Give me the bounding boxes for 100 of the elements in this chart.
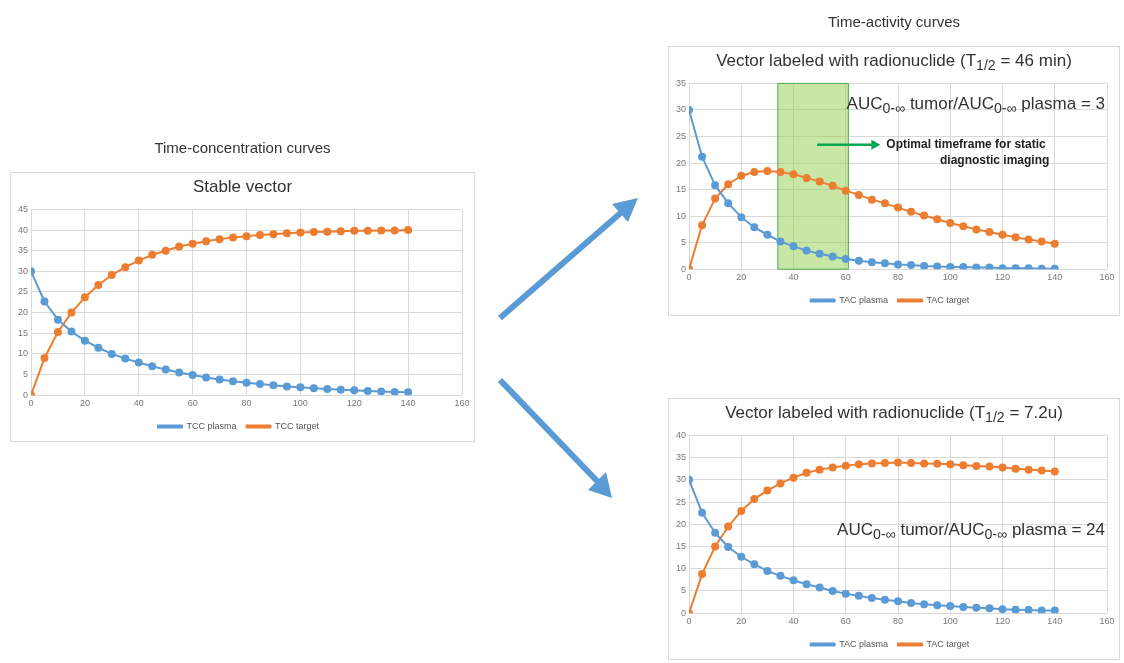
point	[309, 228, 318, 237]
point	[148, 250, 157, 259]
point	[363, 226, 372, 235]
y-tick-label: 15	[18, 327, 29, 338]
point	[363, 387, 372, 396]
point	[946, 263, 955, 270]
y-tick-label: 30	[18, 265, 29, 276]
point	[107, 349, 116, 358]
y-tick-label: 30	[676, 474, 687, 485]
point	[404, 388, 413, 396]
point	[242, 378, 251, 387]
point	[711, 528, 720, 537]
point	[323, 227, 332, 236]
y-tick-label: 15	[676, 184, 687, 195]
chart-title: Vector labeled with radionuclide (T$_{1/2}$ = 7.2u)	[724, 402, 1064, 427]
point	[80, 336, 89, 345]
point	[959, 263, 968, 270]
point	[894, 260, 903, 269]
legend-label: TAC plasma	[839, 638, 889, 649]
point	[1037, 237, 1046, 246]
point	[802, 246, 811, 255]
y-tick-label: 15	[676, 541, 687, 552]
point	[134, 358, 143, 367]
y-tick-label: 10	[676, 563, 687, 574]
point	[750, 223, 759, 232]
point	[80, 293, 89, 302]
point	[946, 460, 955, 469]
point	[1050, 239, 1059, 248]
point	[776, 237, 785, 246]
point	[998, 230, 1007, 239]
point	[161, 365, 170, 374]
x-tick-label: 80	[893, 616, 904, 627]
point	[724, 522, 733, 531]
x-tick-label: 20	[736, 272, 747, 283]
point	[134, 256, 143, 265]
y-tick-label: 30	[676, 104, 687, 115]
point	[854, 190, 863, 199]
point	[972, 462, 981, 471]
point	[841, 186, 850, 195]
point	[40, 354, 49, 363]
x-tick-label: 40	[133, 398, 144, 409]
point	[789, 242, 798, 251]
legend-label: TAC target	[926, 294, 970, 305]
point	[867, 459, 876, 468]
point	[998, 463, 1007, 472]
point	[854, 256, 863, 265]
chart-subtitle: Time-activity curves	[827, 12, 961, 32]
point	[854, 591, 863, 600]
point	[750, 494, 759, 503]
chart-title: Vector labeled with radionuclide (T$_{1/2}$ = 46 min)	[715, 50, 1073, 75]
y-tick-label: 20	[676, 157, 687, 168]
point	[763, 566, 772, 575]
point	[907, 207, 916, 216]
point	[972, 225, 981, 234]
y-tick-label: 35	[676, 452, 687, 463]
y-tick-label: 10	[676, 210, 687, 221]
y-tick-label: 35	[18, 245, 29, 256]
point	[53, 315, 62, 324]
point	[711, 542, 720, 551]
point	[724, 542, 733, 551]
x-tick-label: 100	[942, 272, 958, 283]
point	[920, 459, 929, 468]
point	[94, 280, 103, 289]
point	[907, 598, 916, 607]
point	[841, 461, 850, 470]
x-tick-label: 120	[346, 398, 362, 409]
point	[202, 237, 211, 246]
x-tick-label: 20	[79, 398, 90, 409]
point	[1050, 467, 1059, 476]
point	[867, 594, 876, 603]
x-tick-label: 60	[840, 616, 851, 627]
point	[894, 203, 903, 212]
x-tick-label: 120	[994, 616, 1011, 627]
point	[972, 603, 981, 612]
point	[737, 213, 746, 222]
point	[763, 230, 772, 239]
point	[175, 242, 184, 251]
point	[1050, 606, 1059, 614]
point	[711, 181, 720, 190]
point	[828, 463, 837, 472]
x-tick-label: 140	[1047, 616, 1063, 627]
point	[854, 460, 863, 469]
x-tick-label: 20	[736, 616, 747, 627]
point	[215, 375, 224, 384]
legend-label: TAC target	[926, 638, 970, 649]
point	[296, 383, 305, 392]
point	[880, 259, 889, 268]
point	[985, 604, 994, 613]
point	[1011, 233, 1020, 242]
y-tick-label: 0	[23, 389, 29, 400]
point	[242, 232, 251, 241]
point	[867, 258, 876, 267]
point	[998, 605, 1007, 614]
point	[737, 171, 746, 180]
point	[763, 486, 772, 495]
point	[255, 231, 264, 239]
point	[1024, 235, 1033, 244]
point	[1024, 606, 1033, 614]
chart-title: Stable vector	[191, 176, 294, 198]
point	[907, 458, 916, 467]
